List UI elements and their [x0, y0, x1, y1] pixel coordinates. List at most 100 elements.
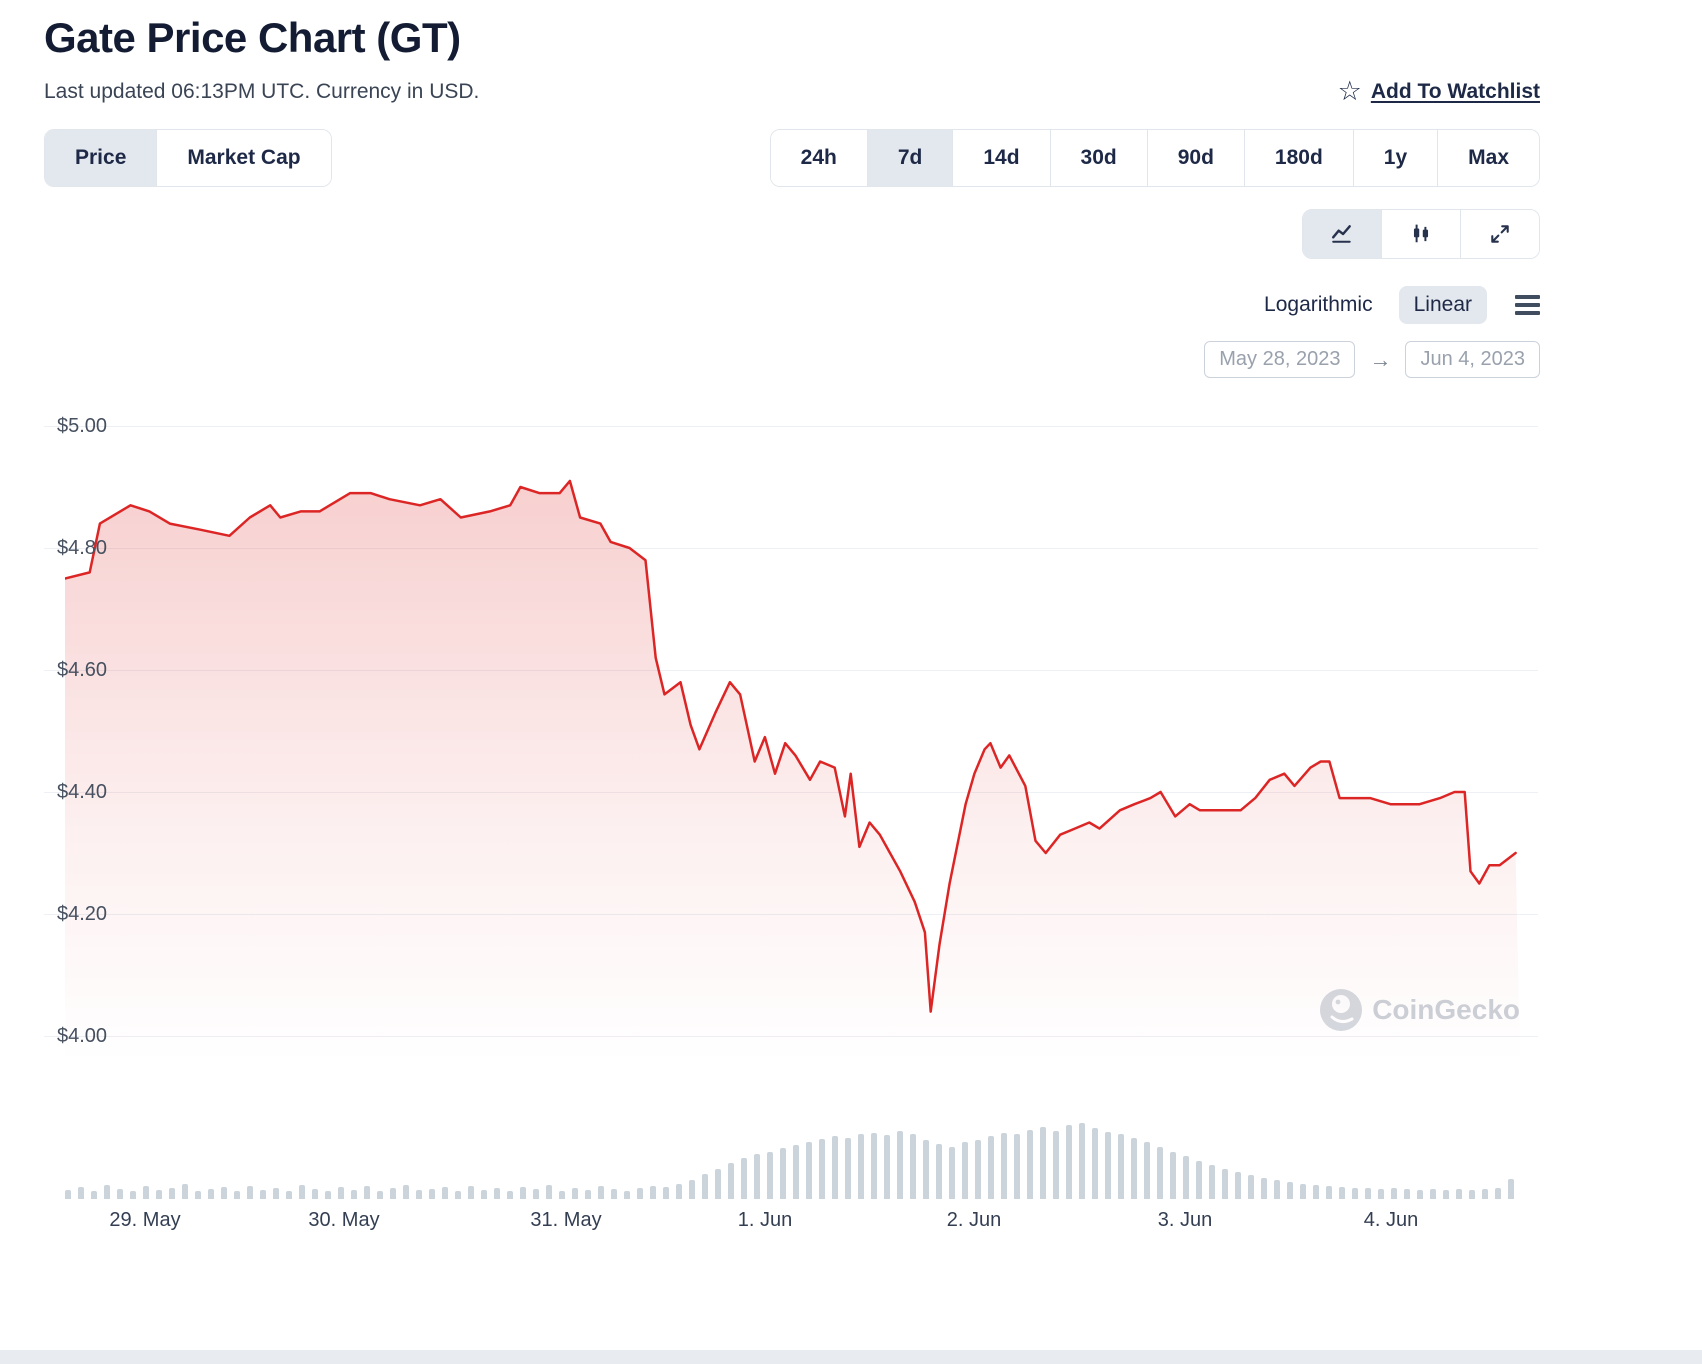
volume-bar: [858, 1134, 864, 1199]
volume-bar: [416, 1189, 422, 1199]
volume-bar: [1079, 1123, 1085, 1199]
volume-bar: [1040, 1126, 1046, 1199]
volume-bar: [169, 1187, 175, 1199]
chart-context-menu-icon[interactable]: [1515, 295, 1540, 315]
range-tab-30d[interactable]: 30d: [1050, 130, 1148, 186]
range-tab-1y[interactable]: 1y: [1353, 130, 1439, 186]
volume-bar: [793, 1144, 799, 1199]
volume-bar: [338, 1186, 344, 1199]
star-icon: ☆: [1337, 76, 1362, 106]
date-range-row: May 28, 2023 → Jun 4, 2023: [44, 341, 1540, 378]
range-tab-90d[interactable]: 90d: [1147, 130, 1245, 186]
volume-bar: [897, 1130, 903, 1199]
bottom-scrollbar[interactable]: [0, 1350, 1702, 1364]
range-tab-24h[interactable]: 24h: [770, 130, 868, 186]
volume-bar: [299, 1184, 305, 1199]
volume-bar: [1157, 1146, 1163, 1199]
volume-bar: [195, 1190, 201, 1199]
x-axis-label: 2. Jun: [946, 1209, 1002, 1231]
volume-bar: [390, 1187, 396, 1199]
volume-bar: [1131, 1138, 1137, 1199]
scale-row: Logarithmic Linear: [44, 285, 1540, 325]
date-to-input[interactable]: Jun 4, 2023: [1405, 341, 1540, 378]
volume-bar: [494, 1187, 500, 1199]
date-from-input[interactable]: May 28, 2023: [1204, 341, 1356, 378]
time-range-group: 24h 7d 14d 30d 90d 180d 1y Max: [769, 129, 1540, 187]
y-axis-label: $4.00: [57, 1025, 108, 1047]
volume-bar: [572, 1187, 578, 1199]
volume-bar: [1066, 1124, 1072, 1199]
volume-bar: [429, 1188, 435, 1199]
range-tab-14d[interactable]: 14d: [953, 130, 1051, 186]
price-chart-section: Gate Price Chart (GT) Last updated 06:13…: [44, 0, 1540, 1239]
volume-bar: [130, 1190, 136, 1199]
volume-bar: [1209, 1164, 1215, 1199]
y-axis-label: $4.20: [57, 903, 108, 925]
volume-bar: [1326, 1185, 1332, 1199]
volume-bar: [234, 1191, 240, 1199]
volume-bar: [78, 1186, 84, 1199]
y-gridline: [44, 426, 1538, 427]
volume-bar: [884, 1135, 890, 1199]
volume-bar: [1482, 1188, 1488, 1199]
range-tab-7d[interactable]: 7d: [867, 130, 954, 186]
arrow-right-icon: →: [1369, 346, 1392, 372]
volume-bar: [676, 1183, 682, 1199]
x-axis-label: 30. May: [308, 1209, 380, 1231]
volume-bar: [624, 1190, 630, 1199]
volume-bar: [455, 1190, 461, 1199]
volume-bar: [247, 1185, 253, 1199]
volume-bar: [1469, 1189, 1475, 1199]
volume-bar: [975, 1140, 981, 1199]
x-axis-label: 31. May: [530, 1209, 602, 1231]
volume-bar: [1508, 1179, 1514, 1199]
volume-bar: [507, 1191, 513, 1199]
volume-bar: [1443, 1189, 1449, 1199]
volume-bar: [351, 1189, 357, 1199]
volume-bar: [286, 1190, 292, 1199]
chart-type-line-chart-button[interactable]: [1303, 210, 1382, 258]
volume-bar: [1365, 1187, 1371, 1199]
volume-bar: [403, 1184, 409, 1199]
candlestick-icon: [1410, 223, 1432, 245]
volume-bar: [1456, 1188, 1462, 1199]
volume-bar: [650, 1185, 656, 1199]
chart-type-candlestick-button[interactable]: [1382, 210, 1461, 258]
volume-bar: [273, 1187, 279, 1199]
volume-bar: [819, 1139, 825, 1199]
volume-bar: [364, 1185, 370, 1199]
range-tab-180d[interactable]: 180d: [1244, 130, 1354, 186]
volume-bar: [910, 1133, 916, 1199]
fullscreen-icon: [1489, 223, 1511, 245]
volume-bar: [1430, 1188, 1436, 1199]
volume-bar: [832, 1136, 838, 1199]
y-gridline: [44, 670, 1538, 671]
chart-type-fullscreen-button[interactable]: [1461, 210, 1539, 258]
scale-linear-button[interactable]: Linear: [1398, 286, 1487, 324]
volume-bar: [182, 1183, 188, 1199]
volume-bar: [312, 1188, 318, 1199]
volume-bar: [1196, 1161, 1202, 1199]
scale-logarithmic-button[interactable]: Logarithmic: [1264, 293, 1373, 316]
volume-bar: [962, 1142, 968, 1199]
volume-bar: [689, 1180, 695, 1199]
volume-bar: [715, 1168, 721, 1199]
volume-bar: [1391, 1187, 1397, 1199]
metric-tab-price[interactable]: Price: [45, 130, 158, 186]
volume-bar: [754, 1154, 760, 1199]
volume-bar: [611, 1188, 617, 1199]
volume-bar: [325, 1191, 331, 1199]
metric-tab-market-cap[interactable]: Market Cap: [157, 130, 331, 186]
add-to-watchlist-link[interactable]: ☆ Add To Watchlist: [1338, 78, 1540, 105]
volume-bar: [728, 1162, 734, 1199]
y-axis-label: $5.00: [57, 415, 108, 437]
volume-bar: [806, 1142, 812, 1199]
volume-bar: [585, 1189, 591, 1199]
volume-bar: [1053, 1130, 1059, 1199]
volume-bar: [156, 1189, 162, 1199]
price-chart[interactable]: CoinGecko $5.00$4.80$4.60$4.40$4.20$4.00: [44, 404, 1540, 1064]
volume-bar: [208, 1188, 214, 1199]
y-axis-label: $4.60: [57, 659, 108, 681]
volume-bar: [663, 1186, 669, 1199]
range-tab-max[interactable]: Max: [1438, 130, 1539, 186]
